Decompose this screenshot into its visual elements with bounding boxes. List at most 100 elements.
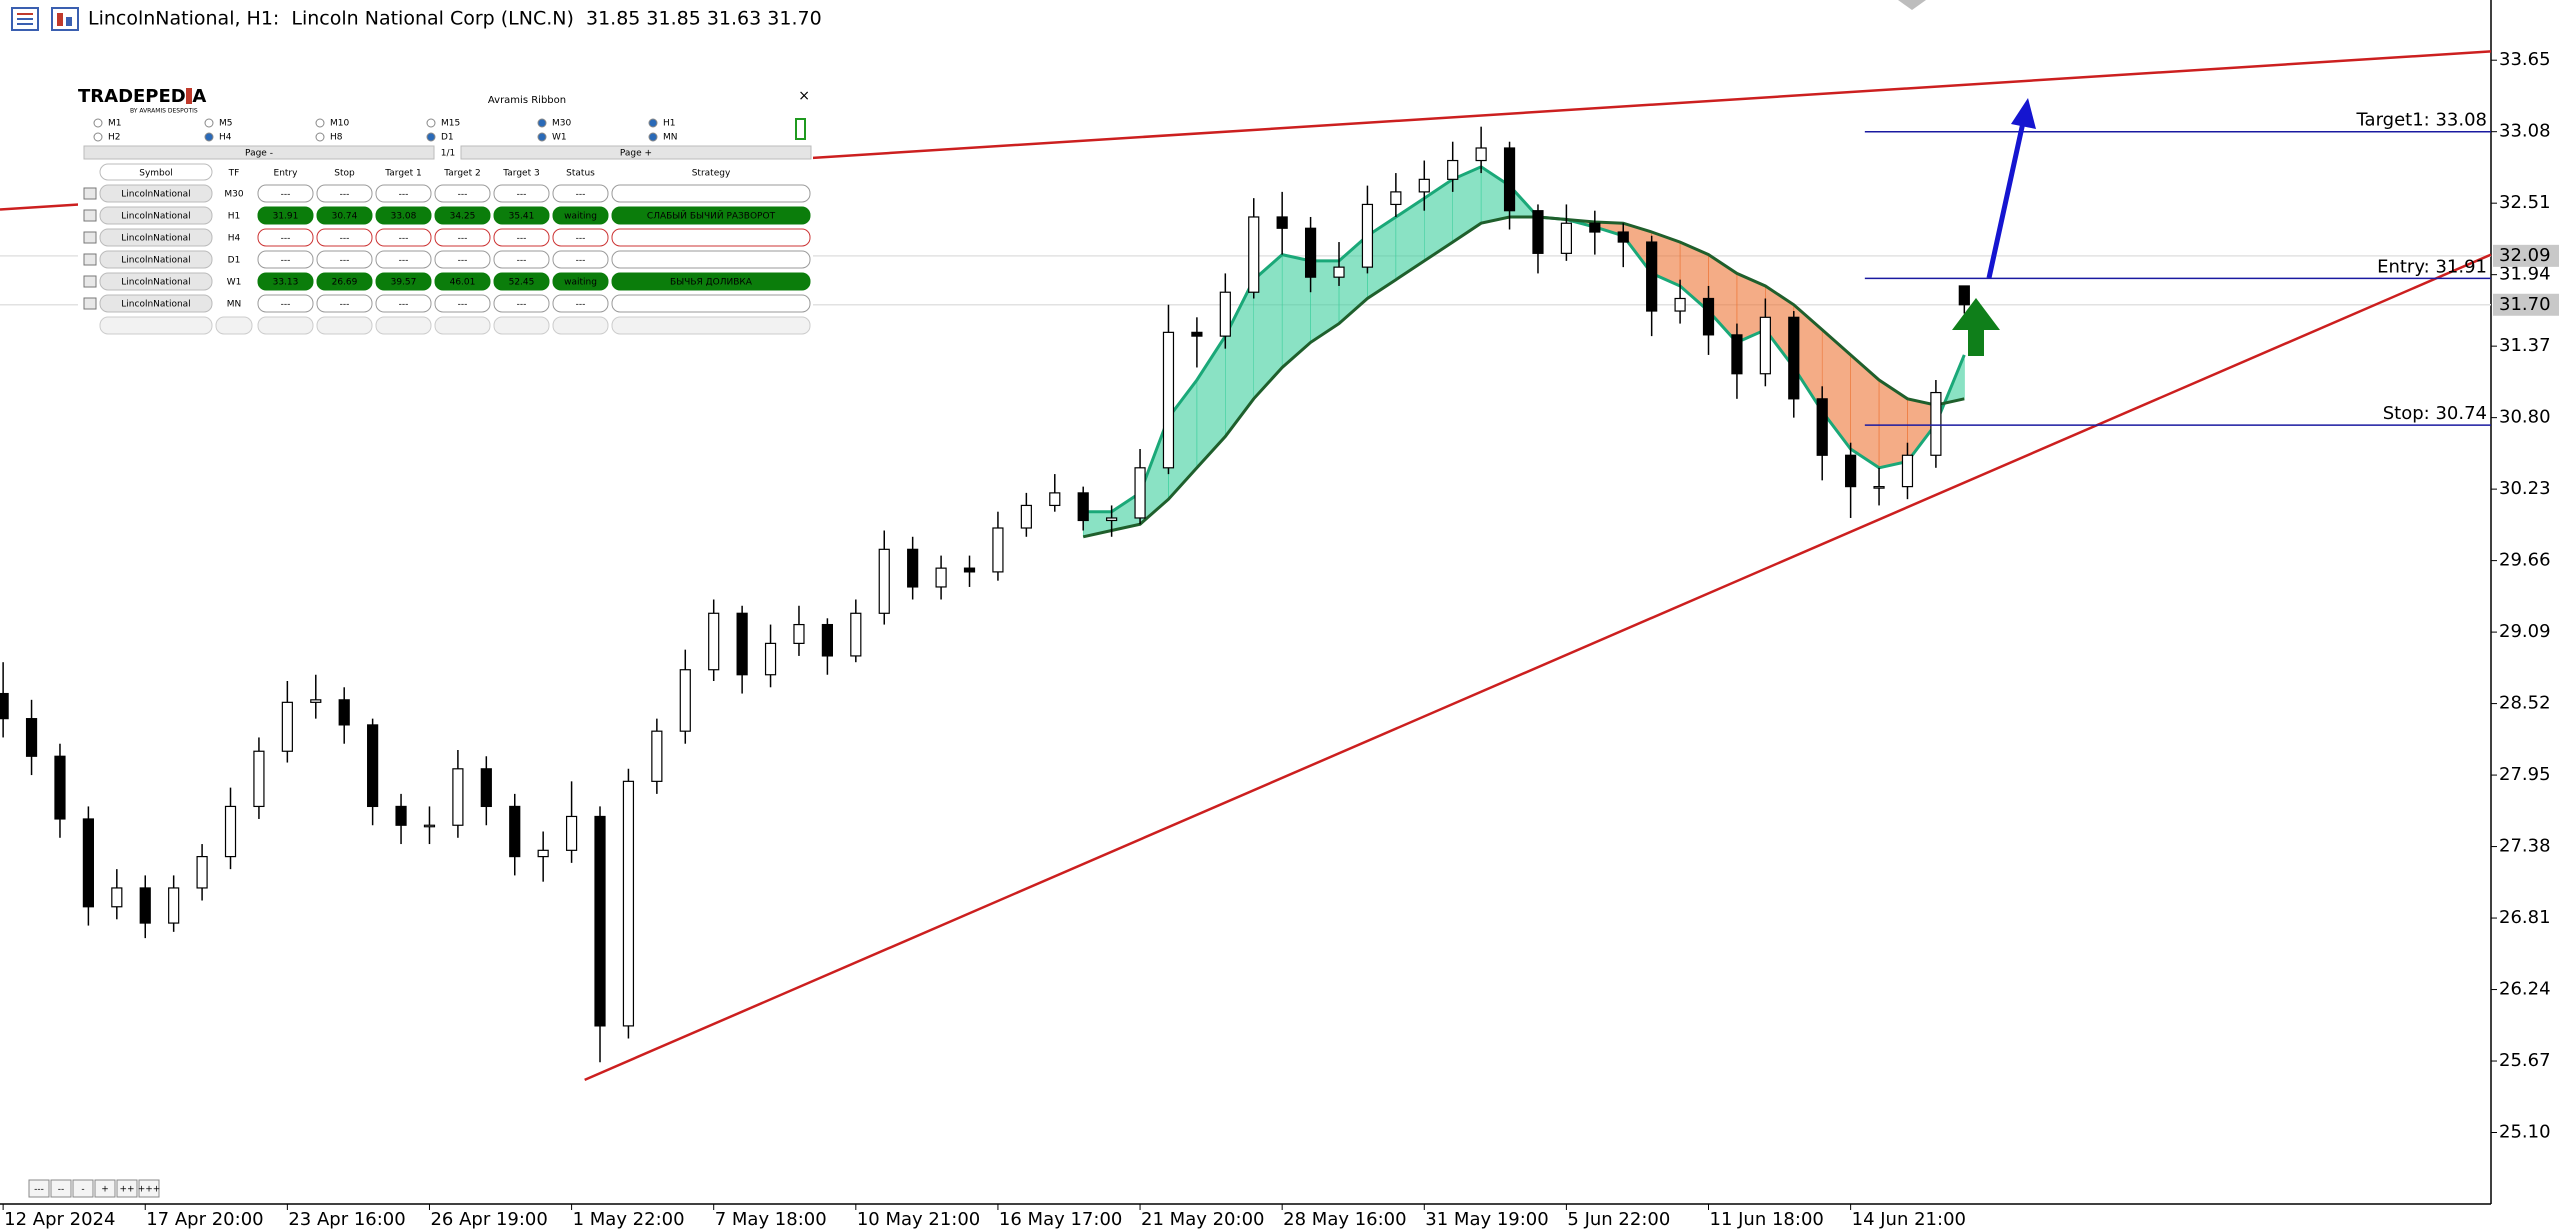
y-tick-label: 30.23: [2499, 478, 2551, 499]
table-cell: [434, 228, 491, 247]
row-button[interactable]: [83, 297, 97, 310]
page-next-button[interactable]: [460, 145, 812, 160]
table-cell: [493, 272, 550, 291]
table-cell: [493, 184, 550, 203]
icon-chart[interactable]: [51, 7, 79, 31]
timeframe-label[interactable]: M10: [330, 119, 349, 129]
timeframe-radio[interactable]: [93, 118, 103, 128]
timeframe-label[interactable]: M5: [219, 119, 233, 129]
table-cell-text: ---: [458, 234, 468, 244]
zoom-button[interactable]: [138, 1179, 160, 1198]
candle-body: [1134, 467, 1146, 519]
candle-body: [1532, 210, 1544, 254]
row-button[interactable]: [83, 253, 97, 266]
zoom-button-label[interactable]: +++: [138, 1185, 161, 1195]
target-arrow-shaft: [1986, 117, 2027, 279]
page-prev-label[interactable]: Page -: [245, 149, 273, 159]
table-cell-text: ---: [281, 300, 291, 310]
zoom-button-label[interactable]: +: [101, 1185, 109, 1195]
candle-body: [168, 887, 180, 924]
zoom-button-label[interactable]: -: [81, 1185, 84, 1195]
candle-body: [1845, 454, 1857, 488]
timeframe-radio[interactable]: [204, 132, 214, 142]
table-cell-text: W1: [227, 278, 242, 288]
table-cell: [552, 250, 609, 269]
table-cell: [375, 294, 432, 313]
timeframe-label[interactable]: H4: [219, 133, 232, 143]
zoom-button-label[interactable]: ---: [34, 1185, 44, 1195]
zoom-button-label[interactable]: --: [58, 1185, 65, 1195]
empty-cell: [257, 316, 314, 335]
table-cell-text: ---: [281, 190, 291, 200]
page-prev-button[interactable]: [83, 145, 435, 160]
x-tick-label: 14 Jun 21:00: [1852, 1209, 1966, 1230]
timeframe-radio[interactable]: [204, 118, 214, 128]
timeframe-radio[interactable]: [93, 132, 103, 142]
x-tick-label: 16 May 17:00: [999, 1209, 1122, 1230]
panel-logo-flag: [186, 88, 192, 104]
candle-body: [82, 818, 94, 908]
candle-body: [1503, 147, 1516, 212]
timeframe-label[interactable]: MN: [663, 133, 678, 143]
timeframe-label[interactable]: H2: [108, 133, 121, 143]
timeframe-label[interactable]: W1: [552, 133, 567, 143]
zoom-button[interactable]: [28, 1179, 50, 1198]
level-label: Target1: 33.08: [2356, 110, 2487, 131]
table-cell: [316, 294, 373, 313]
table-cell: [99, 294, 213, 313]
timeframe-radio[interactable]: [537, 132, 547, 142]
row-button[interactable]: [83, 275, 97, 288]
table-cell-text: ---: [399, 234, 409, 244]
table-cell-text: ---: [281, 234, 291, 244]
zoom-button[interactable]: [72, 1179, 94, 1198]
table-cell-text: ---: [517, 256, 527, 266]
page-indicator: 1/1: [441, 149, 455, 159]
timeframe-label[interactable]: M30: [552, 119, 571, 129]
table-cell-text: ---: [517, 300, 527, 310]
row-button[interactable]: [83, 231, 97, 244]
timeframe-label[interactable]: H8: [330, 133, 343, 143]
zoom-button[interactable]: [50, 1179, 72, 1198]
candle-body: [1418, 178, 1430, 193]
zoom-controls: --- -- - + ++ +++: [28, 1179, 161, 1198]
panel-close[interactable]: ×: [798, 88, 810, 104]
table-cell: [99, 184, 213, 203]
price-tag-label: 32.09: [2499, 245, 2551, 266]
candle-body: [338, 699, 350, 726]
table-cell-text: M30: [224, 190, 243, 200]
table-cell: [552, 206, 609, 225]
timeframe-radio[interactable]: [537, 118, 547, 128]
table-cell: [434, 272, 491, 291]
table-cell: [257, 228, 314, 247]
timeframe-radio[interactable]: [315, 132, 325, 142]
timeframe-radio[interactable]: [426, 132, 436, 142]
timeframe-label[interactable]: D1: [441, 133, 454, 143]
table-cell: [493, 250, 550, 269]
timeframe-radio[interactable]: [426, 118, 436, 128]
y-tick-label: 28.52: [2499, 693, 2551, 714]
timeframe-label[interactable]: H1: [663, 119, 676, 129]
candle-body: [480, 768, 492, 808]
empty-cell: [375, 316, 432, 335]
candle-body: [821, 623, 833, 657]
row-button[interactable]: [83, 187, 97, 200]
zoom-button[interactable]: [116, 1179, 138, 1198]
candle-body: [1333, 266, 1345, 278]
table-cell-text: 34.25: [450, 212, 476, 222]
row-button[interactable]: [83, 209, 97, 222]
empty-cell: [215, 316, 253, 335]
candle-body: [367, 724, 379, 808]
timeframe-radio[interactable]: [648, 132, 658, 142]
timeframe-label[interactable]: M15: [441, 119, 460, 129]
zoom-button-label[interactable]: ++: [119, 1185, 134, 1195]
table-cell: [316, 206, 373, 225]
timeframe-radio[interactable]: [648, 118, 658, 128]
page-next-label[interactable]: Page +: [620, 149, 652, 159]
table-cell-text: ---: [340, 190, 350, 200]
timeframe-radio[interactable]: [315, 118, 325, 128]
timeframe-label[interactable]: M1: [108, 119, 122, 129]
candle-body: [1475, 147, 1487, 162]
zoom-button[interactable]: [94, 1179, 116, 1198]
table-cell: [257, 184, 314, 203]
